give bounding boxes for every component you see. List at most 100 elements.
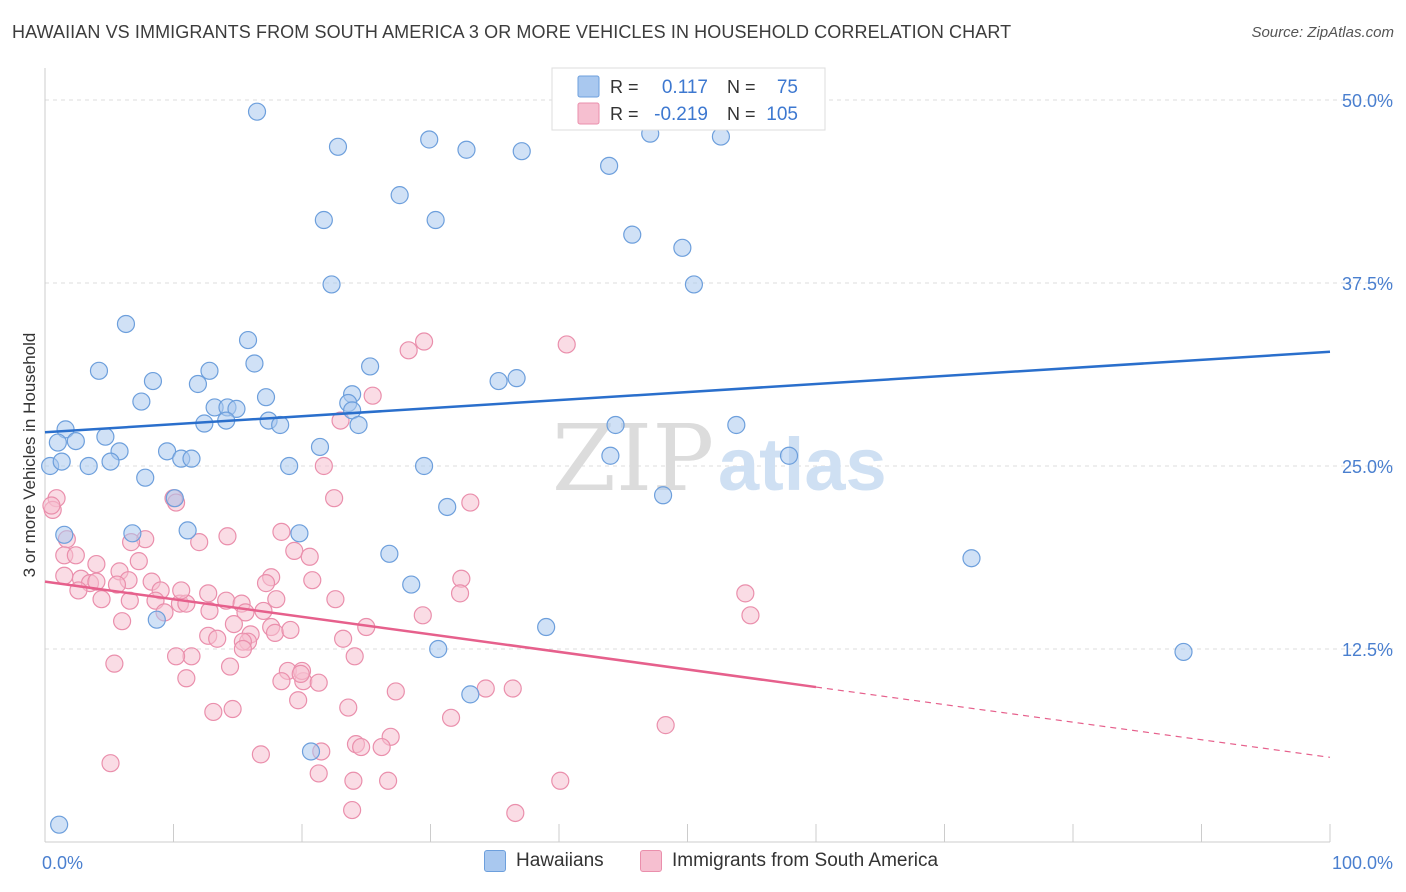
- data-point: [280, 456, 299, 476]
- data-point: [267, 590, 286, 609]
- data-point: [326, 590, 345, 609]
- data-point: [420, 130, 439, 149]
- data-point: [208, 629, 227, 648]
- data-point: [328, 137, 348, 156]
- data-point: [227, 399, 246, 418]
- data-point: [438, 497, 457, 517]
- grid-lines: [45, 99, 1395, 650]
- data-point: [66, 431, 85, 451]
- legend-item-south-america[interactable]: Immigrants from South America: [640, 850, 938, 872]
- data-point: [673, 238, 692, 257]
- legend-n-value: 75: [777, 77, 798, 98]
- legend-n-label: N =: [727, 77, 756, 97]
- data-point: [334, 629, 353, 648]
- data-point: [380, 544, 399, 563]
- data-point: [314, 456, 333, 476]
- legend-label-south-america: Immigrants from South America: [672, 850, 939, 871]
- data-point: [414, 456, 434, 476]
- data-point: [779, 446, 799, 465]
- data-point: [344, 771, 363, 790]
- data-point: [55, 566, 74, 585]
- data-point: [238, 330, 258, 350]
- data-point: [89, 361, 109, 380]
- data-point: [461, 493, 480, 512]
- data-point: [414, 332, 434, 351]
- data-point: [300, 547, 319, 566]
- y-tick-label: 50.0%: [1342, 91, 1393, 111]
- data-point: [606, 415, 625, 435]
- data-point: [386, 682, 405, 701]
- data-point: [372, 737, 391, 757]
- data-point: [107, 575, 127, 594]
- data-point: [105, 654, 124, 673]
- data-point: [343, 800, 362, 820]
- data-point: [245, 354, 264, 373]
- data-point: [309, 764, 328, 783]
- data-point: [220, 657, 240, 676]
- data-point: [190, 533, 209, 552]
- data-point: [711, 127, 731, 146]
- data-point: [55, 525, 74, 544]
- data-point: [50, 815, 69, 834]
- data-point: [200, 601, 219, 621]
- data-point: [325, 489, 344, 508]
- data-point: [345, 647, 364, 666]
- trend-line-south-america-extension: [815, 686, 1331, 758]
- data-point: [92, 590, 111, 609]
- legend-r-label: R =: [610, 77, 639, 97]
- data-point: [314, 210, 333, 230]
- data-point: [96, 427, 115, 446]
- data-point: [251, 745, 270, 764]
- legend-swatch-hawaiians: [577, 75, 600, 98]
- data-point: [66, 546, 85, 565]
- data-point: [177, 669, 196, 688]
- data-point: [339, 698, 358, 717]
- data-point: [265, 623, 285, 642]
- data-point: [147, 610, 166, 629]
- data-point: [310, 437, 330, 457]
- tick-labels: 12.5% 25.0% 37.5% 50.0% 0.0% 100.0%: [42, 91, 1393, 873]
- axes: [44, 68, 1331, 843]
- data-point: [157, 442, 177, 461]
- data-point: [426, 210, 445, 230]
- trend-line-hawaiians: [44, 350, 1331, 434]
- data-point: [247, 102, 267, 121]
- data-point: [52, 452, 71, 471]
- data-point: [476, 679, 495, 698]
- data-point: [736, 584, 755, 603]
- data-point: [322, 275, 341, 294]
- data-point: [136, 468, 155, 487]
- watermark-zip: ZIP: [552, 405, 714, 512]
- legend-n-label: N =: [727, 104, 756, 124]
- data-point: [557, 335, 576, 354]
- data-point: [656, 716, 675, 735]
- legend-bottom: Hawaiians Immigrants from South America: [0, 850, 1406, 880]
- data-point: [182, 647, 201, 666]
- data-point: [402, 575, 421, 594]
- series-south-america-points: [42, 332, 760, 823]
- data-point: [361, 357, 380, 376]
- data-point: [272, 522, 291, 541]
- x-tick-label: 0.0%: [42, 853, 83, 873]
- legend-top: R = 0.117 N = 75 R = -0.219 N = 105: [551, 67, 826, 131]
- data-point: [551, 771, 570, 790]
- data-point: [301, 742, 321, 761]
- data-point: [512, 142, 531, 161]
- legend-item-hawaiians[interactable]: Hawaiians: [484, 850, 604, 872]
- data-point: [87, 554, 106, 574]
- legend-r-label: R =: [610, 104, 639, 124]
- data-point: [303, 571, 322, 590]
- legend-label-hawaiians: Hawaiians: [516, 850, 604, 871]
- data-point: [506, 803, 525, 823]
- series-hawaiians-points: [41, 102, 1193, 834]
- data-point: [684, 275, 704, 294]
- data-point: [281, 620, 300, 640]
- source-label: Source: ZipAtlas.com: [1251, 24, 1394, 41]
- data-point: [223, 699, 242, 719]
- legend-swatch-south-america: [640, 850, 662, 872]
- data-point: [291, 664, 310, 683]
- data-point: [101, 452, 120, 471]
- data-point: [461, 685, 480, 704]
- data-point: [123, 524, 142, 543]
- data-point: [48, 433, 67, 452]
